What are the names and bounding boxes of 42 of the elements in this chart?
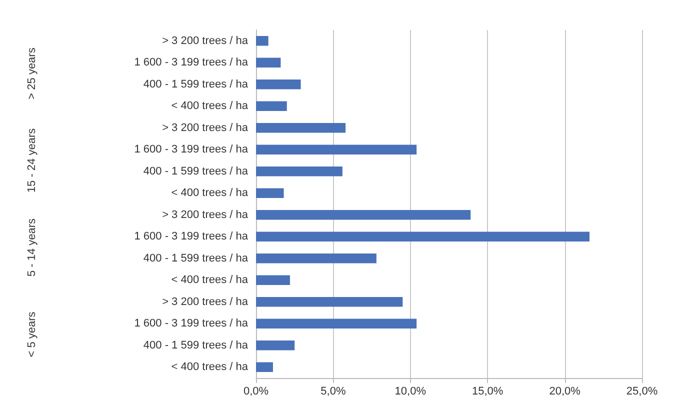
y-tick-label: 400 - 1 599 trees / ha xyxy=(143,252,249,264)
y-tick-label: > 3 200 trees / ha xyxy=(162,34,249,47)
y-tick-label: 400 - 1 599 trees / ha xyxy=(143,339,249,352)
y-tick-label: > 3 200 trees / ha xyxy=(162,208,249,221)
text: < 5 years xyxy=(26,311,38,358)
y-tick-label: 1 600 - 3 199 trees / ha xyxy=(134,230,249,243)
x-tick-label: 10,0% xyxy=(394,386,426,398)
y-tick-label: 400 - 1 599 trees / ha xyxy=(143,78,249,90)
text: > 25 years xyxy=(26,47,38,100)
bar xyxy=(256,340,295,350)
x-tick-label: 5,0% xyxy=(320,386,346,398)
bar xyxy=(256,362,273,372)
bar xyxy=(256,36,268,46)
x-tick-label: 15,0% xyxy=(472,386,504,398)
y-tick-label: < 400 trees / ha xyxy=(171,187,249,200)
y-tick-label: 1 600 - 3 199 trees / ha xyxy=(134,318,249,330)
bar xyxy=(256,122,346,133)
bar xyxy=(256,188,284,198)
bar xyxy=(256,166,342,176)
y-tick-label: < 400 trees / ha xyxy=(171,100,249,112)
y-tick-label: 1 600 - 3 199 trees / ha xyxy=(134,56,249,69)
bar xyxy=(256,318,417,329)
x-tick-label: 25,0% xyxy=(626,386,658,398)
text: 15 - 24 years xyxy=(26,128,38,193)
bar xyxy=(256,144,417,155)
x-tick-label: 0,0% xyxy=(243,386,269,398)
bar xyxy=(256,79,301,90)
y-tick-label: < 400 trees / ha xyxy=(171,274,249,286)
bar xyxy=(256,101,287,112)
y-tick-label: > 3 200 trees / ha xyxy=(162,122,249,134)
y-tick-label: 1 600 - 3 199 trees / ha xyxy=(134,144,249,156)
bar xyxy=(256,275,290,286)
bar xyxy=(256,296,403,307)
bar xyxy=(256,253,376,264)
text: 5 - 14 years xyxy=(26,218,38,277)
bar xyxy=(256,232,590,242)
bar xyxy=(256,58,281,68)
bar xyxy=(256,210,471,220)
y-tick-label: < 400 trees / ha xyxy=(171,361,249,374)
y-tick-label: 400 - 1 599 trees / ha xyxy=(143,165,249,178)
y-tick-label: > 3 200 trees / ha xyxy=(162,296,249,308)
x-tick-label: 20,0% xyxy=(549,386,581,398)
